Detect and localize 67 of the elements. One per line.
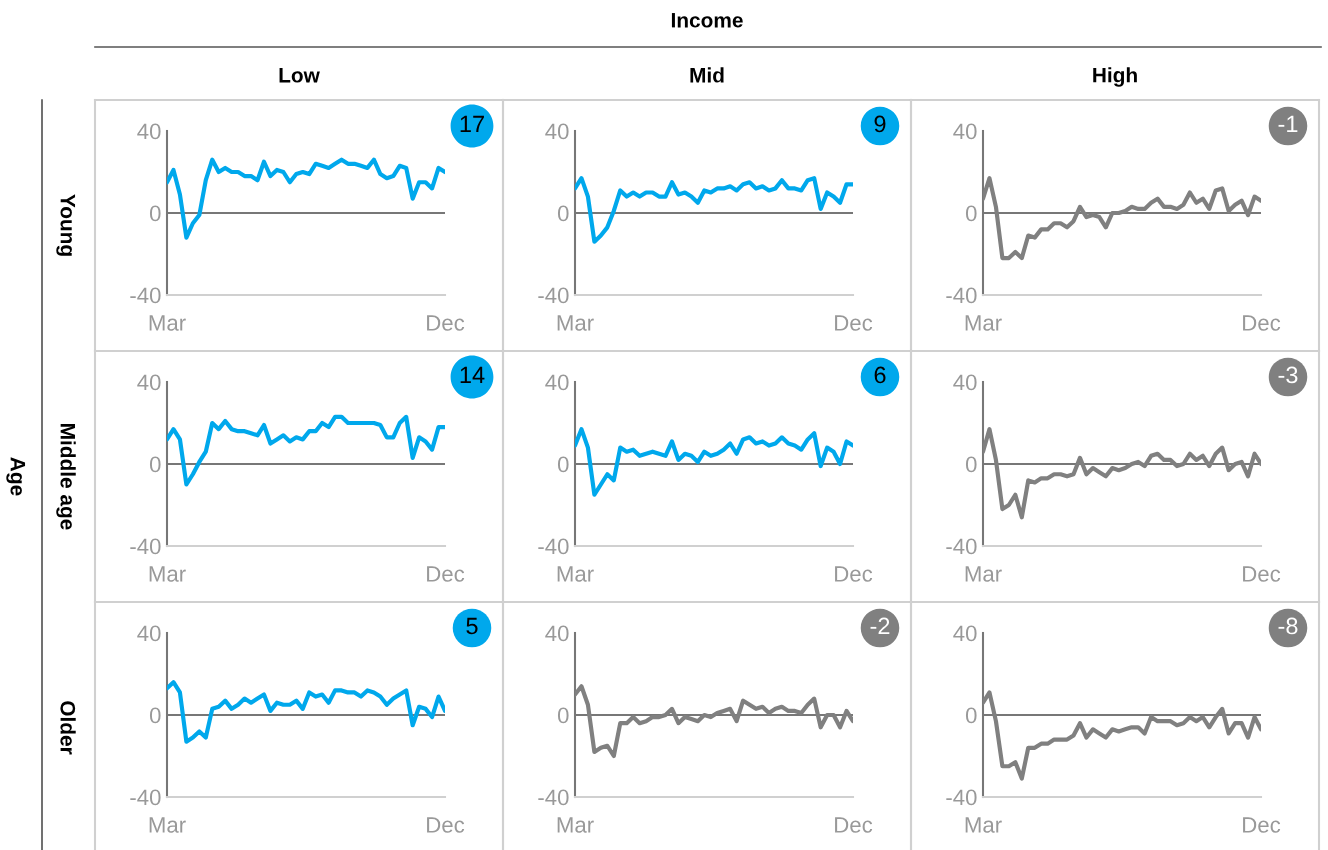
x-tick-label: Mar [149, 566, 186, 582]
x-tick-label: Mar [965, 315, 1002, 331]
text: Age [6, 457, 26, 496]
x-tick-label: Mar [149, 817, 186, 833]
text: 5 [466, 617, 478, 635]
x-tick-label: Mar [965, 817, 1002, 833]
x-tick-label: Dec [1243, 315, 1281, 331]
y-tick-label: 0 [557, 205, 569, 222]
y-axis-title: Young [56, 194, 76, 256]
y-tick-label: 40 [953, 625, 977, 642]
y-tick-label: 0 [965, 205, 977, 222]
text: Income [671, 13, 743, 28]
y-tick-label: -40 [538, 789, 569, 806]
y-tick-label: 40 [137, 374, 161, 391]
line-series [167, 414, 445, 487]
y-tick-label: 40 [545, 625, 569, 642]
line-series [575, 427, 853, 497]
chart-title: Mid [690, 67, 724, 83]
y-tick-label: 0 [965, 456, 977, 473]
x-tick-label: Mar [149, 315, 186, 331]
y-tick-label: 0 [965, 707, 977, 724]
y-tick-label: -40 [130, 789, 161, 806]
text: 17 [460, 115, 484, 133]
y-tick-label: 40 [953, 123, 977, 140]
x-tick-label: Mar [557, 566, 594, 582]
chart-title: High [1093, 67, 1137, 87]
y-tick-label: 0 [149, 707, 161, 724]
y-tick-label: -40 [130, 538, 161, 555]
text: 9 [874, 115, 886, 133]
x-tick-label: Dec [835, 817, 873, 833]
x-tick-label: Mar [557, 817, 594, 833]
x-tick-label: Mar [557, 315, 594, 331]
y-tick-label: -40 [538, 538, 569, 555]
text: 6 [874, 366, 886, 384]
x-tick-label: Dec [427, 315, 465, 331]
text: -1 [1278, 115, 1298, 133]
y-tick-label: 40 [545, 374, 569, 391]
y-tick-label: 0 [557, 707, 569, 724]
line-series [575, 176, 853, 244]
x-tick-label: Dec [835, 315, 873, 331]
y-tick-label: -40 [130, 287, 161, 304]
y-tick-label: 0 [149, 456, 161, 473]
y-tick-label: 40 [953, 374, 977, 391]
x-tick-label: Dec [1243, 817, 1281, 833]
y-tick-label: 0 [149, 205, 161, 222]
y-tick-label: 0 [557, 456, 569, 473]
text: -2 [870, 617, 890, 635]
text: 14 [460, 366, 485, 384]
line-series [167, 680, 445, 744]
text: -8 [1278, 617, 1298, 635]
x-tick-label: Mar [965, 566, 1002, 582]
y-tick-label: -40 [946, 538, 977, 555]
line-series [167, 157, 445, 240]
y-tick-label: 40 [137, 625, 161, 642]
y-axis-title: Middle age [56, 424, 76, 530]
x-tick-label: Dec [427, 817, 465, 833]
y-axis-title: Older [60, 701, 76, 755]
x-tick-label: Dec [427, 566, 465, 582]
y-tick-label: -40 [946, 287, 977, 304]
x-tick-label: Dec [1243, 566, 1281, 582]
y-tick-label: 40 [545, 123, 569, 140]
text: -3 [1278, 366, 1298, 384]
y-tick-label: 40 [137, 123, 161, 140]
x-tick-label: Dec [835, 566, 873, 582]
y-tick-label: -40 [946, 789, 977, 806]
y-tick-label: -40 [538, 287, 569, 304]
chart-title: Low [279, 68, 320, 83]
